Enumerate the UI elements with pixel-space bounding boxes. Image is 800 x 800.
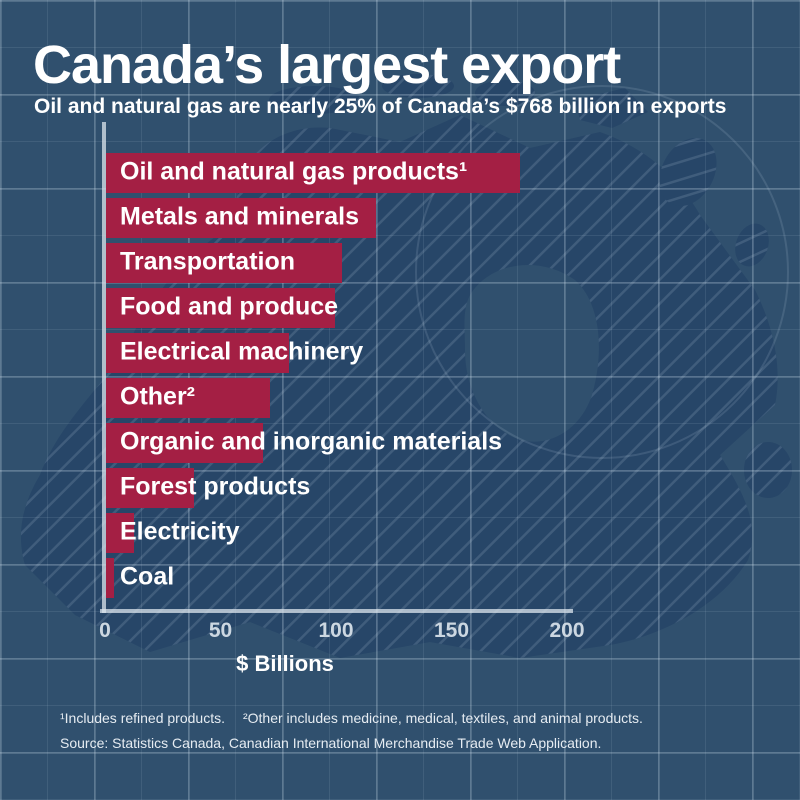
page-subtitle: Oil and natural gas are nearly 25% of Ca…: [34, 95, 727, 118]
x-axis-title: $ Billions: [236, 651, 334, 676]
bar-food-and-produce: [106, 288, 335, 328]
x-tick-200: 200: [549, 619, 585, 642]
bar-row: Other²: [106, 378, 706, 418]
bar-label: Forest products: [120, 472, 311, 501]
bar-row: Electricity: [106, 513, 706, 553]
x-axis-line: [100, 609, 573, 613]
bar-row: Coal: [106, 558, 706, 598]
bar-row: Metals and minerals: [106, 198, 706, 238]
bar-row: Food and produce: [106, 288, 706, 328]
compass-circle-decoration: [415, 85, 789, 459]
bar-forest-products: [106, 468, 194, 508]
footnotes: ¹Includes refined products. ²Other includ…: [60, 706, 643, 756]
bar-oil-and-natural-gas: [106, 153, 520, 193]
bar-label: Electricity: [120, 517, 240, 546]
bar-row: Transportation: [106, 243, 706, 283]
bar-transportation: [106, 243, 342, 283]
source-attribution: Source: Statistics Canada, Canadian Inte…: [60, 735, 602, 751]
x-tick-50: 50: [208, 619, 233, 642]
bar-label: Other²: [120, 382, 195, 411]
y-axis-line: [102, 122, 106, 613]
bar-label: Organic and inorganic materials: [120, 427, 503, 456]
bar-row: Oil and natural gas products¹: [106, 153, 706, 193]
bar-label: Metals and minerals: [120, 202, 359, 231]
page-title: Canada’s largest export: [33, 35, 621, 95]
x-axis-ticks: 0 50 100 150 200: [0, 619, 800, 647]
bar-label: Coal: [120, 562, 175, 591]
bar-other: [106, 378, 270, 418]
x-tick-150: 150: [433, 619, 470, 642]
bar-organic-inorganic-materials: [106, 423, 264, 463]
bar-row: Electrical machinery: [106, 333, 706, 373]
bar-label: Transportation: [120, 247, 296, 276]
x-tick-100: 100: [318, 619, 354, 642]
bar-label: Food and produce: [120, 292, 339, 321]
bar-row: Organic and inorganic materials: [106, 423, 706, 463]
bar-electrical-machinery: [106, 333, 289, 373]
bar-chart: Oil and natural gas products¹ Metals and…: [106, 153, 706, 603]
bar-label: Electrical machinery: [120, 337, 364, 366]
x-tick-0: 0: [99, 619, 111, 642]
footnote-refined-products: ¹Includes refined products.: [60, 710, 225, 726]
bar-coal: [106, 558, 115, 598]
bar-metals-and-minerals: [106, 198, 377, 238]
bar-label: Oil and natural gas products¹: [120, 157, 468, 186]
bar-row: Forest products: [106, 468, 706, 508]
bar-electricity: [106, 513, 134, 553]
footnote-other-definition: ²Other includes medicine, medical, texti…: [242, 710, 643, 726]
